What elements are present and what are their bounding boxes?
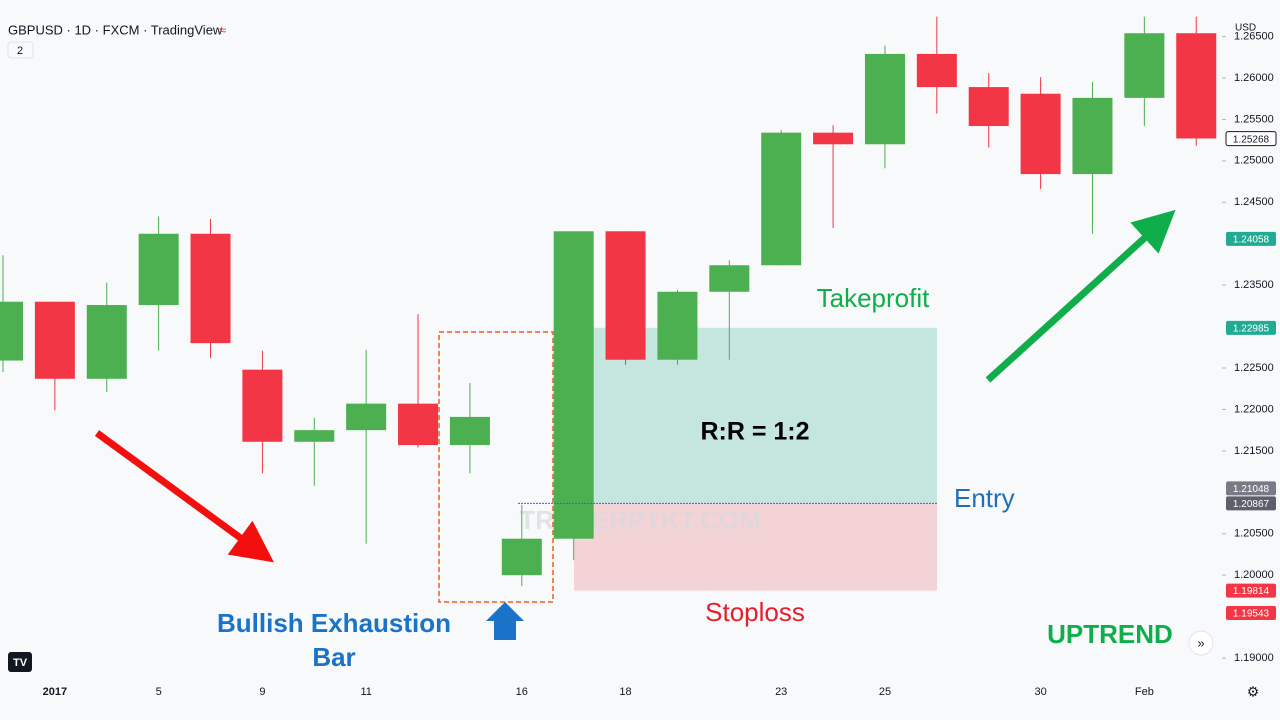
price-label: 1.21048 — [1233, 484, 1270, 495]
candle-body — [1176, 33, 1217, 139]
price-label-bg — [1226, 481, 1276, 496]
pattern-box — [438, 331, 554, 603]
x-tick-label: Feb — [1135, 686, 1154, 698]
uptrend-arrow — [985, 209, 1176, 383]
candle-body — [657, 291, 698, 360]
price-label-bg — [1226, 606, 1276, 621]
x-tick-label: 30 — [1034, 686, 1046, 698]
y-tick-label: 1.24500 — [1234, 196, 1274, 208]
x-tick-label: 5 — [156, 686, 162, 698]
candle-body — [86, 305, 127, 379]
tv-logo[interactable] — [8, 652, 32, 672]
price-label: 1.24058 — [1233, 235, 1270, 246]
entry-label: Entry — [954, 483, 1015, 513]
stoploss-zone — [574, 503, 937, 591]
y-tick-label: 1.22000 — [1234, 403, 1274, 415]
candle-body — [398, 403, 439, 446]
scroll-icon: » — [1197, 635, 1204, 650]
candle-body — [864, 53, 905, 145]
price-label-bg — [1226, 320, 1276, 335]
price-label: 1.20867 — [1233, 499, 1270, 510]
candle-body — [916, 53, 957, 88]
y-tick-label: 1.19000 — [1234, 652, 1274, 664]
time-axis: 2017 5 9 11 16 18 23 25 30 Feb — [43, 686, 1154, 698]
risk-reward-label: R:R = 1:2 — [700, 418, 809, 446]
candle-body — [242, 369, 283, 442]
chart-title: GBPUSD · 1D · FXCM · TradingView — [8, 22, 223, 37]
candle-body — [294, 430, 335, 442]
price-label: 1.25268 — [1233, 134, 1270, 145]
candle-body — [1124, 33, 1165, 98]
candle-body — [501, 538, 542, 576]
settings-icon[interactable]: ⚙ — [1247, 684, 1260, 700]
signal-arrow — [486, 602, 524, 640]
scroll-button[interactable] — [1188, 630, 1214, 656]
price-label-bg — [1226, 496, 1276, 511]
candle-body — [553, 231, 594, 539]
x-tick-label: 11 — [360, 686, 371, 698]
price-label: 1.19814 — [1233, 586, 1270, 597]
candle-body — [968, 87, 1009, 127]
currency-label[interactable]: USD — [1235, 23, 1256, 34]
price-label: 1.22985 — [1233, 323, 1270, 334]
y-tick-label: 1.26500 — [1234, 30, 1274, 42]
candle-body — [0, 301, 23, 361]
trend-label: UPTREND — [1047, 619, 1173, 649]
price-label-bg — [1226, 583, 1276, 598]
candle-body — [761, 132, 802, 266]
candle-body — [1020, 93, 1061, 175]
candle-body — [34, 301, 75, 379]
y-tick-label: 1.22500 — [1234, 362, 1274, 374]
y-tick-label: 1.20000 — [1234, 569, 1274, 581]
y-tick-label: 1.25000 — [1234, 155, 1274, 167]
pattern-label: Bullish Exhaustion — [217, 608, 451, 638]
candle-body — [1072, 97, 1113, 175]
candle-body — [190, 233, 231, 344]
stoploss-label: Stoploss — [705, 597, 805, 627]
y-tick-label: 1.23500 — [1234, 279, 1274, 291]
position-zones — [574, 327, 937, 591]
price-label: 1.19543 — [1233, 609, 1270, 620]
y-tick-label: 1.21500 — [1234, 445, 1274, 457]
price-label-bg — [1226, 231, 1276, 246]
y-tick-label: 1.26000 — [1234, 72, 1274, 84]
indicator-toggle[interactable] — [7, 41, 34, 59]
status-icon: ≈ — [219, 22, 226, 37]
candles — [0, 16, 1217, 586]
candle-body — [346, 403, 387, 431]
candle-body — [138, 233, 179, 306]
tv-logo-text: TV — [13, 657, 28, 669]
x-tick-label: 9 — [259, 686, 265, 698]
hidden-indicator-count[interactable]: 2 — [17, 45, 23, 57]
x-tick-label: 18 — [619, 686, 631, 698]
x-tick-label: 25 — [879, 686, 891, 698]
candle-body — [813, 132, 854, 145]
candle-body — [449, 416, 490, 446]
y-tick-label: 1.25500 — [1234, 113, 1274, 125]
x-tick-label: 2017 — [43, 686, 67, 698]
axis-panel — [1222, 0, 1280, 680]
downtrend-arrow — [94, 430, 274, 563]
candle-body — [709, 265, 750, 292]
x-tick-label: 23 — [775, 686, 787, 698]
price-label-bg — [1225, 131, 1277, 147]
y-tick-label: 1.20500 — [1234, 528, 1274, 540]
x-tick-label: 16 — [516, 686, 528, 698]
takeprofit-label: Takeprofit — [817, 283, 930, 313]
pattern-label: Bar — [312, 642, 355, 672]
candle-body — [605, 231, 646, 360]
price-axis: 1.19000 1.20000 1.20500 1.21500 1.22000 1.225… — [1222, 0, 1280, 680]
